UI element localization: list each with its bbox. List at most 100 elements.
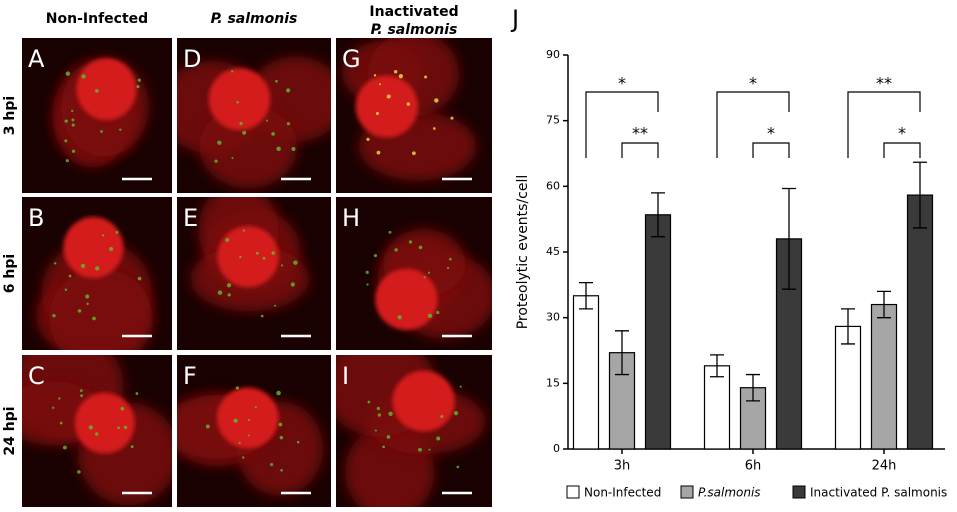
green-spot <box>280 264 284 267</box>
nucleus <box>216 387 279 449</box>
micrograph <box>177 355 331 507</box>
green-spot <box>242 130 247 135</box>
significance-bracket <box>621 142 659 158</box>
error-bar <box>782 187 796 290</box>
significance-bracket <box>585 91 659 158</box>
green-spot <box>109 247 114 251</box>
green-spot <box>137 276 142 281</box>
green-spot <box>374 429 377 432</box>
cell <box>199 105 298 189</box>
green-spot <box>100 130 103 133</box>
green-spot <box>376 406 380 411</box>
row-label: 24 hpi <box>2 406 18 455</box>
significance-label: ** <box>876 74 892 93</box>
bar <box>906 194 934 450</box>
green-spot <box>265 119 268 122</box>
green-spot <box>378 83 381 86</box>
nucleus <box>375 268 438 330</box>
green-spot <box>88 425 93 430</box>
green-spot <box>260 314 264 318</box>
green-spot <box>64 288 68 291</box>
green-spot <box>62 445 67 450</box>
bar <box>703 365 731 450</box>
green-spot <box>406 102 411 106</box>
green-spot <box>367 400 371 404</box>
micrograph <box>177 197 331 350</box>
green-spot <box>136 85 140 89</box>
green-spot <box>276 390 281 396</box>
legend-swatch <box>680 485 694 499</box>
green-spot <box>271 132 275 136</box>
micrographs: Non-Infected P. salmonis Inactivated P. sal… <box>2 4 492 507</box>
green-spot <box>382 445 386 449</box>
significance-label: * <box>898 124 906 143</box>
green-spot <box>217 290 223 295</box>
significance-bracket <box>716 91 790 158</box>
green-spot <box>398 74 403 79</box>
green-spot <box>86 302 89 306</box>
panel-letter: H <box>342 204 360 232</box>
x-tick-label: 24h <box>872 459 897 474</box>
green-spot <box>68 274 72 278</box>
y-tick-label: 15 <box>546 376 560 389</box>
green-spot <box>436 310 440 315</box>
green-spot <box>366 283 369 286</box>
green-spot <box>276 146 281 152</box>
bar <box>834 325 862 450</box>
green-spot <box>233 418 238 423</box>
green-spot <box>117 426 120 430</box>
green-spot <box>274 304 277 307</box>
green-spot <box>388 411 393 417</box>
green-spot <box>236 100 239 104</box>
y-tick-label: 45 <box>546 245 560 258</box>
green-spot <box>275 79 278 83</box>
green-spot <box>235 386 240 390</box>
cell <box>49 268 153 350</box>
error-bar <box>579 281 593 310</box>
green-spot <box>375 111 379 115</box>
green-spot <box>434 98 439 103</box>
green-spot <box>214 159 218 163</box>
green-spot <box>255 251 259 255</box>
green-spot <box>137 78 141 82</box>
row-label: 3 hpi <box>2 96 18 135</box>
micrograph <box>336 38 492 193</box>
green-spot <box>239 255 242 259</box>
green-spot <box>412 151 416 156</box>
green-spot <box>77 309 82 313</box>
green-spot <box>71 118 75 122</box>
panel-letter: F <box>183 362 197 390</box>
green-spot <box>427 271 431 274</box>
green-spot <box>95 432 99 436</box>
green-spot <box>432 127 436 130</box>
green-spot <box>65 159 69 163</box>
bar-chart: J Proteolytic events/cell 0 15 30 45 60 75 90 3h 6… <box>510 5 947 500</box>
green-spot <box>95 266 100 271</box>
nucleus <box>217 225 279 288</box>
green-spot <box>366 137 370 141</box>
green-spot <box>279 435 284 440</box>
green-spot <box>423 276 426 279</box>
micrograph <box>22 38 172 193</box>
green-spot <box>271 251 275 255</box>
green-spot <box>101 234 105 237</box>
error-bar <box>615 330 629 376</box>
significance-label: * <box>749 74 757 93</box>
green-spot <box>71 109 74 113</box>
green-spot <box>386 435 391 439</box>
green-spot <box>94 88 99 93</box>
green-spot <box>80 263 86 269</box>
micrograph <box>177 38 331 193</box>
green-spot <box>231 156 234 159</box>
green-spot <box>248 418 251 422</box>
green-spot <box>115 230 119 234</box>
green-spot <box>52 406 55 409</box>
green-spot <box>92 316 96 321</box>
green-spot <box>242 456 245 459</box>
green-spot <box>59 421 63 425</box>
nucleus <box>76 58 137 121</box>
green-spot <box>453 410 459 416</box>
green-spot <box>424 75 428 79</box>
significance-bracket <box>752 142 790 158</box>
